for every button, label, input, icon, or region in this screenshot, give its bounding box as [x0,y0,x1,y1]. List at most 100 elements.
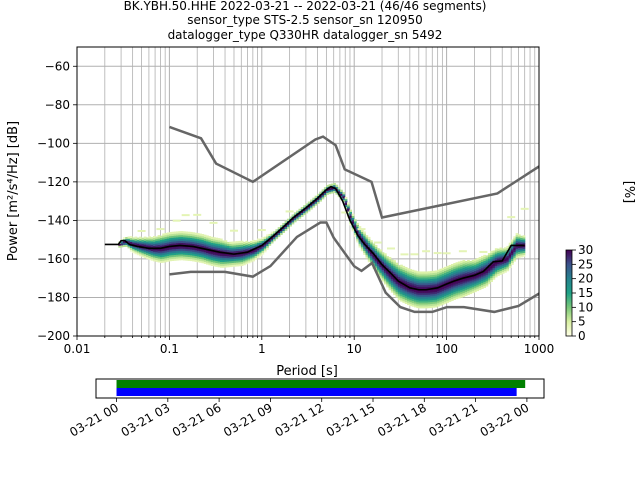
density-cell [208,263,212,266]
density-cell [416,280,420,284]
density-cell [499,270,503,273]
density-cell [439,295,443,298]
density-cell [420,302,424,305]
density-cell [136,251,140,254]
density-cell [501,259,505,263]
density-cell [229,255,232,258]
density-cell [453,268,456,272]
density-cell [464,270,468,273]
density-cell [480,263,484,266]
density-cell [453,263,456,266]
density-cell [483,279,487,283]
density-cell [219,250,223,253]
density-cell [395,262,399,265]
density-cell [497,252,500,255]
density-cell [455,275,459,278]
density-cell [310,199,313,202]
density-cell [187,235,191,238]
density-cell [416,290,420,293]
density-cell [210,252,214,255]
density-cell [409,284,413,287]
density-cell [377,267,380,270]
density-cell [305,207,309,210]
density-cell [222,265,225,268]
density-cell [181,214,190,217]
density-cell [418,281,422,284]
density-cell [499,268,503,271]
density-cell [203,255,207,259]
density-cell [333,188,336,191]
density-cell [349,217,353,220]
density-cell [229,241,232,244]
density-cell [178,250,182,253]
density-cell [162,248,165,252]
density-cell [377,254,380,257]
density-cell [506,245,510,249]
density-cell [471,288,475,292]
density-cell [219,259,223,262]
density-cell [349,209,353,212]
density-cell [236,264,239,267]
density-cell [434,305,438,308]
figure-title: BK.YBH.50.HHE 2022-03-21 -- 2022-03-21 (… [124,0,487,42]
density-cell [182,256,186,259]
noise-models [168,125,539,314]
density-cell [487,272,491,275]
density-cell [192,232,195,235]
density-cell [381,261,385,265]
density-cell [377,261,380,264]
density-cell [146,252,149,256]
density-cell [522,235,526,238]
density-cell [300,206,304,210]
density-cell [517,234,521,237]
density-cell [437,298,440,301]
density-cell [172,219,181,222]
coverage-tick-label: 03-21 00 [67,400,121,439]
density-cell [189,231,193,235]
density-cell [460,289,463,292]
density-cell [404,292,408,295]
density-cell [229,259,232,262]
density-cell [418,304,422,307]
density-cell [178,233,182,236]
density-cell [217,259,221,262]
density-cell [432,301,436,304]
density-cell [282,223,286,226]
density-cell [490,254,493,257]
density-cell [497,254,500,257]
density-cell [492,254,496,257]
density-cell [393,279,396,282]
density-cell [432,284,436,287]
density-cell [139,248,142,251]
density-cell [506,247,510,251]
density-cell [471,277,475,280]
coverage-tick-label: 03-21 21 [426,400,480,439]
density-cell [450,298,454,301]
density-cell [293,220,297,223]
density-cell [395,266,399,269]
density-cell [169,258,172,262]
density-cell [353,232,357,236]
density-cell [141,253,145,256]
density-cell [457,276,461,280]
density-cell [409,301,413,305]
density-cell [455,277,459,280]
density-cell [393,285,396,288]
density-cell [266,247,269,251]
density-cell [171,233,175,236]
density-cell [381,254,385,257]
density-cell [437,285,440,288]
density-cell [511,262,514,265]
density-cell [189,253,193,256]
colorbar-gradient [565,249,573,337]
density-cell [457,286,461,289]
density-cell [474,276,477,279]
density-cell [176,240,179,244]
density-cell [178,248,182,251]
density-cell [441,271,445,274]
density-cell [379,274,383,277]
density-cell [427,280,431,284]
density-cell [157,240,161,244]
density-cell [439,303,443,306]
density-cell [418,294,422,297]
